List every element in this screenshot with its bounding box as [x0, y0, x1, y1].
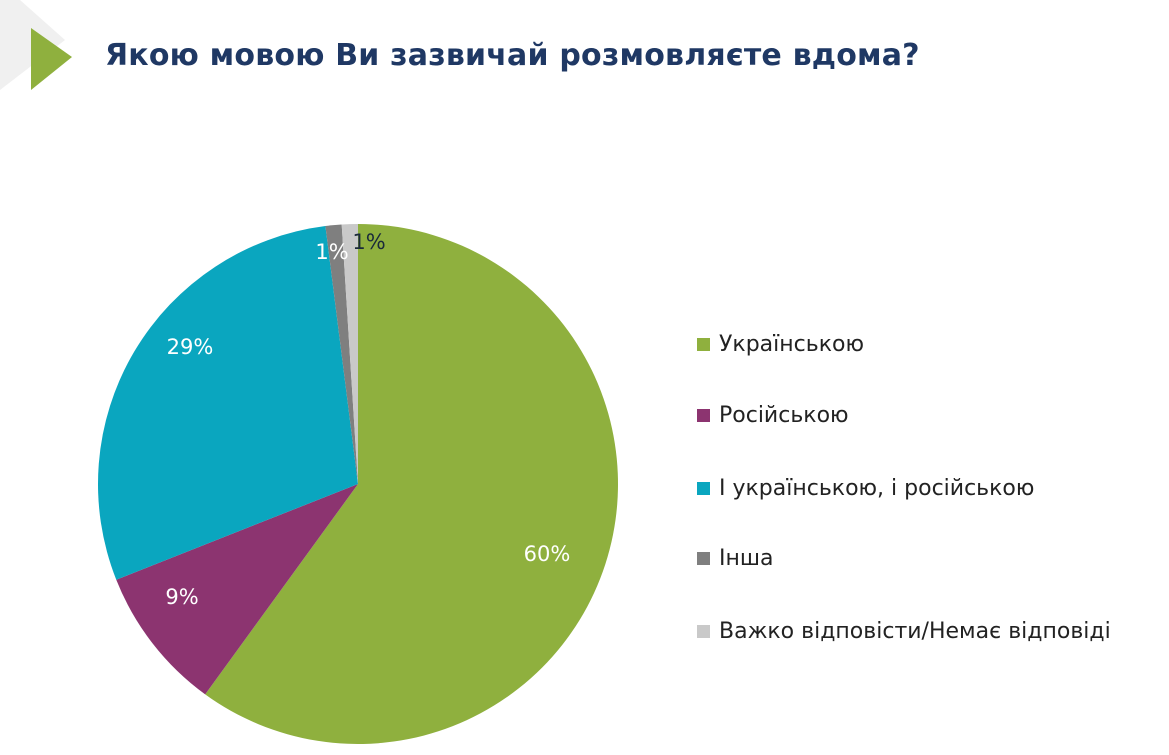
legend-item: І українською, і російською — [697, 476, 1034, 501]
legend-label: Українською — [719, 332, 864, 357]
legend-swatch — [697, 625, 710, 638]
legend-label: Інша — [719, 546, 774, 571]
legend-item: Інша — [697, 546, 773, 571]
data-label: 1% — [315, 240, 348, 264]
data-label: 1% — [352, 230, 385, 254]
legend-label: І українською, і російською — [719, 476, 1035, 501]
pie-slice — [325, 224, 358, 484]
pie-slice — [97, 226, 359, 580]
pie-slice — [341, 224, 358, 484]
pie-slice — [116, 484, 358, 695]
green-arrow-icon — [31, 28, 72, 90]
page-title: Якою мовою Ви зазвичай розмовляєте вдома… — [105, 38, 920, 73]
data-label: 29% — [167, 335, 214, 359]
legend-swatch — [697, 552, 710, 565]
legend-item: Важко відповісти/Немає відповіді — [697, 619, 1111, 644]
title-arrow-decoration — [0, 0, 72, 90]
legend-label: Російською — [719, 403, 849, 428]
legend-swatch — [697, 338, 710, 351]
legend-item: Українською — [697, 332, 864, 357]
legend-item: Російською — [697, 403, 849, 428]
legend-swatch — [697, 482, 710, 495]
pie-slice — [205, 224, 618, 744]
data-label: 60% — [524, 542, 571, 566]
legend-label: Важко відповісти/Немає відповіді — [719, 619, 1111, 644]
data-label: 9% — [165, 585, 198, 609]
legend-swatch — [697, 409, 710, 422]
